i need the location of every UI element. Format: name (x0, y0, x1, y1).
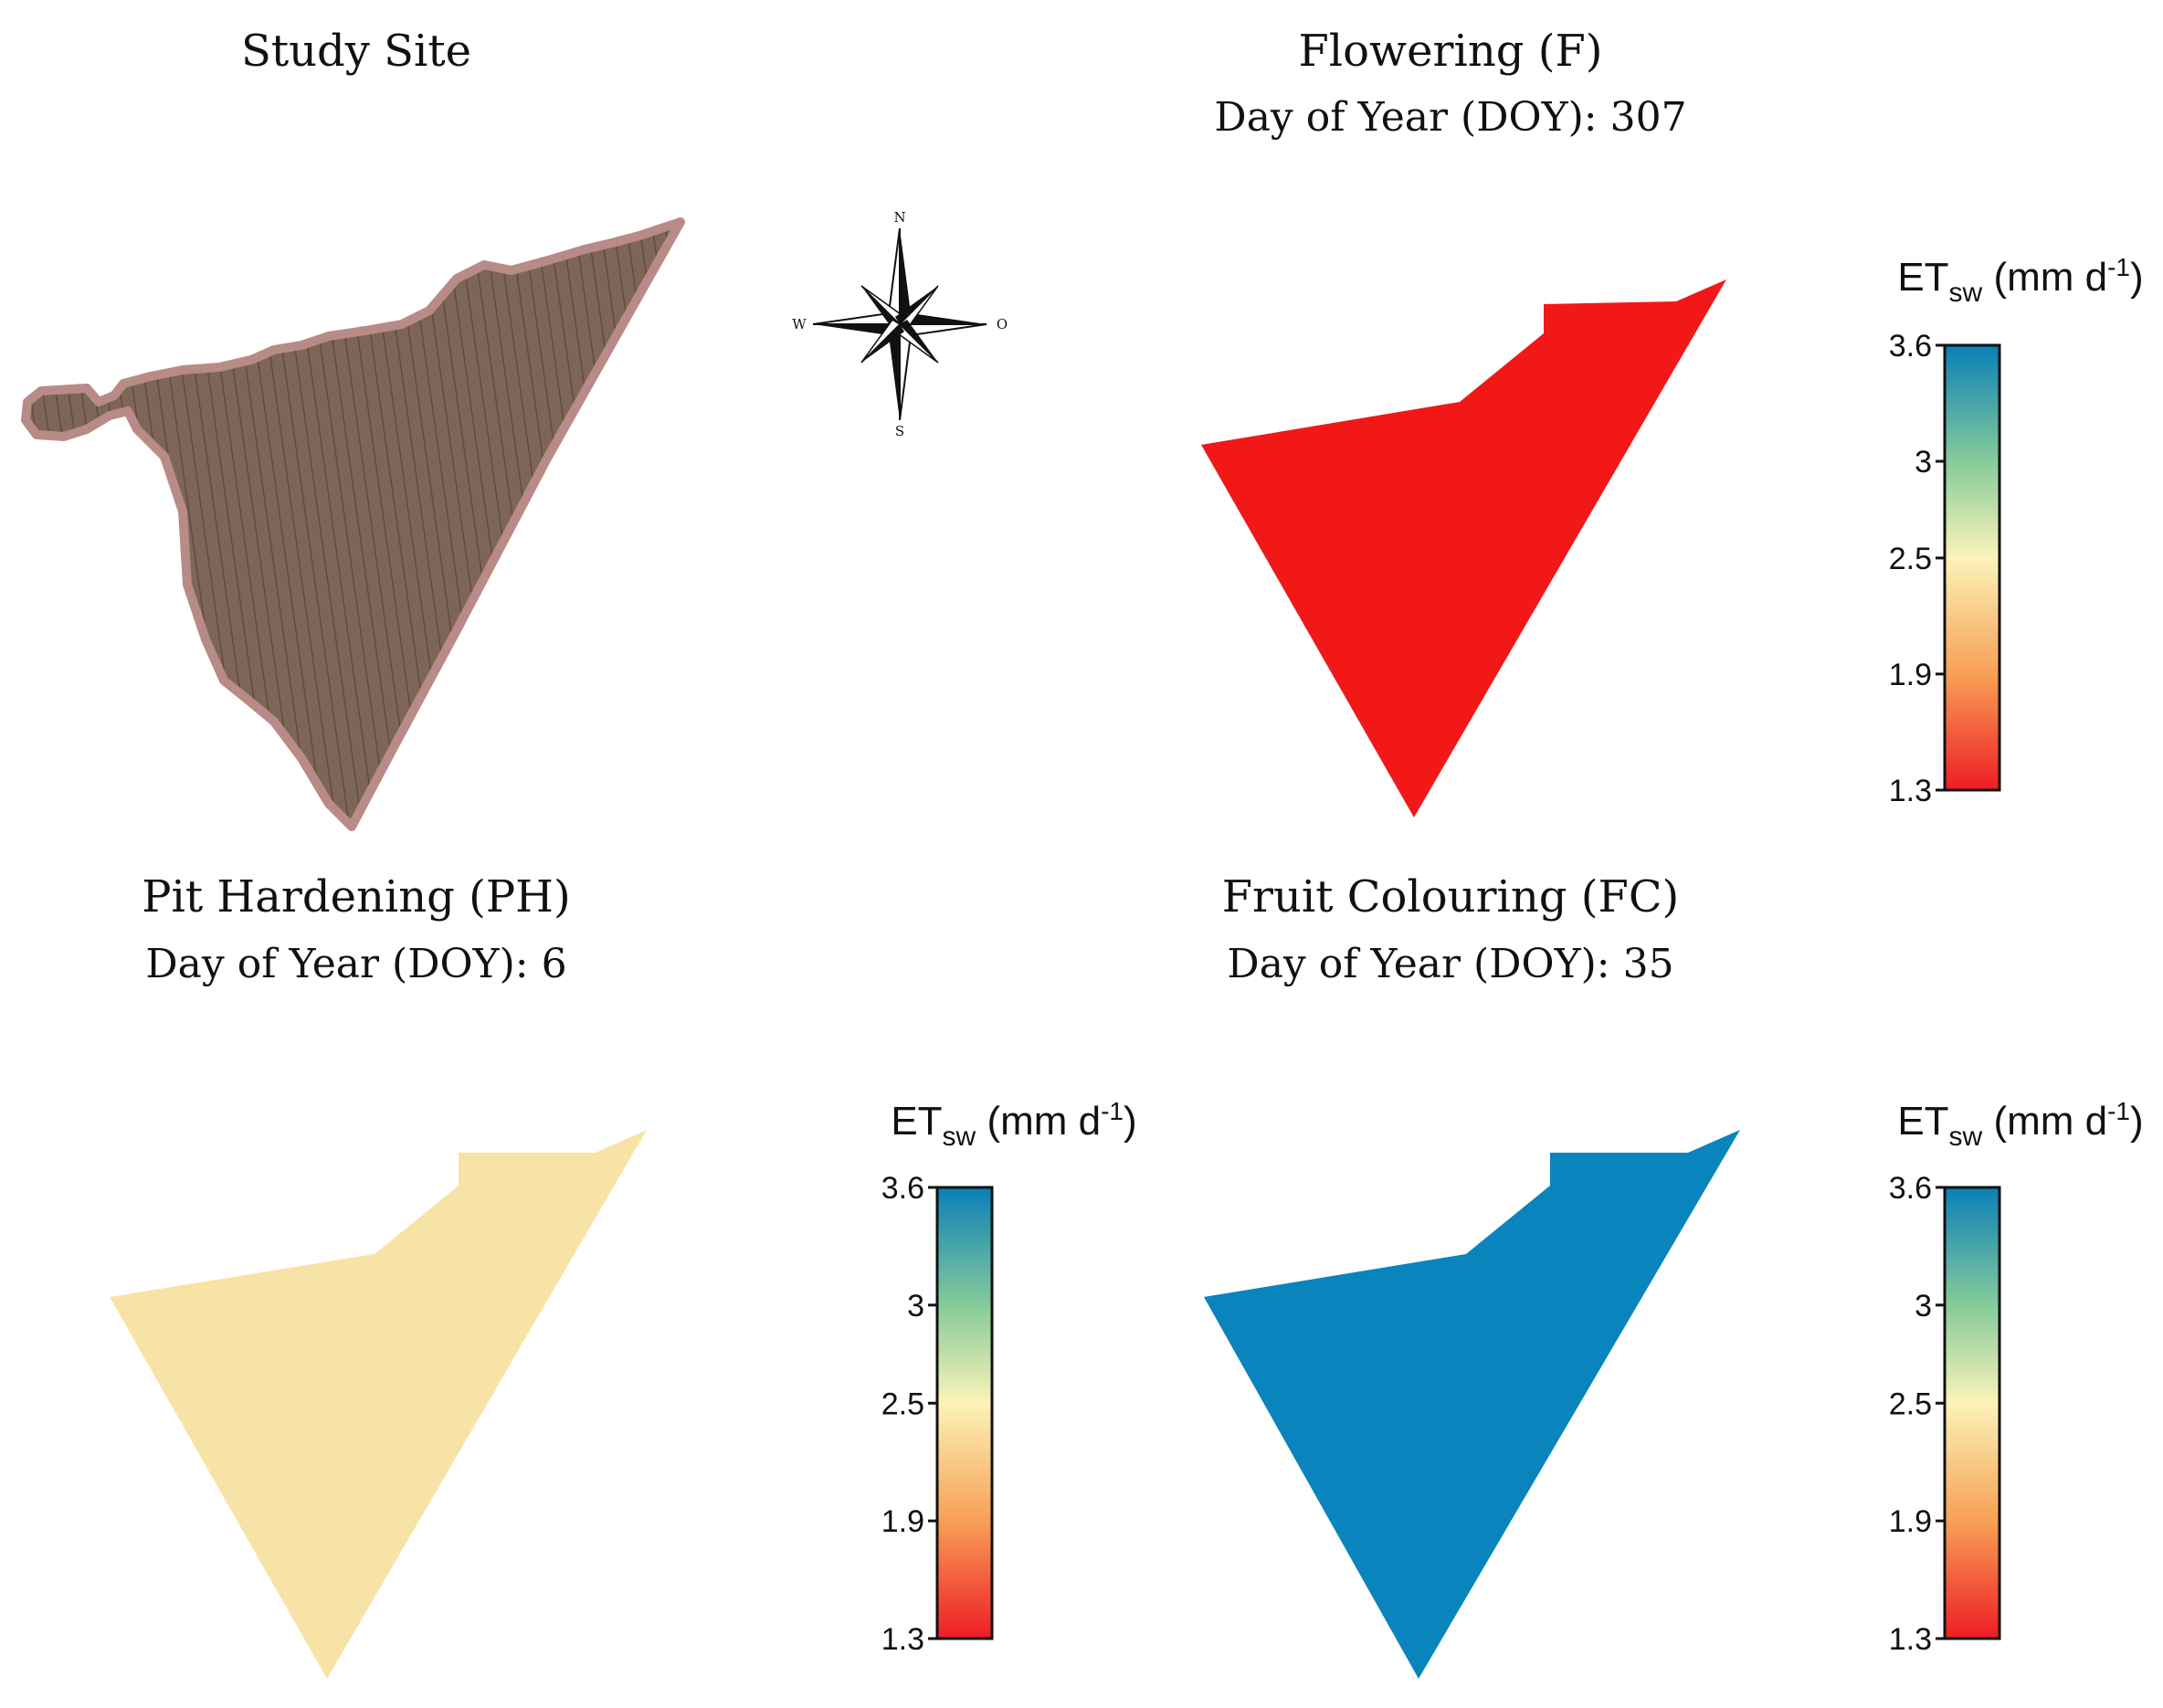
panel-flowering: Flowering (F) Day of Year (DOY): 307 (1201, 26, 1726, 817)
compass-label-west: W (792, 316, 807, 332)
compass-star-point-west (813, 324, 900, 335)
colorbar-scale (1943, 343, 2001, 792)
compass-label-north: N (893, 209, 905, 226)
panel-title-pit-hardening: Pit Hardening (PH) (142, 871, 571, 923)
colorbar-flowering: ETsw (mm d-1) 3.6 3 2.5 1.9 1.3 (1889, 253, 2144, 808)
colorbar-tick-label: 3 (1915, 445, 1932, 480)
study-site-aerial-image (21, 217, 685, 831)
colorbar-group: ETsw (mm d-1) 3.6 3 2.5 1.9 1.3 ETsw (mm d-1) 3… (881, 253, 2144, 1657)
compass-star-point-east (900, 313, 987, 324)
colorbar-tick-label: 2.5 (1889, 542, 1932, 576)
colorbar-pit-hardening: ETsw (mm d-1) 3.6 3 2.5 1.9 1.3 (881, 1097, 1137, 1657)
colorbar-tick-label: 1.3 (1889, 1622, 1932, 1657)
compass-label-south: S (895, 423, 904, 439)
colorbar-title: ETsw (mm d-1) (1897, 253, 2143, 308)
colorbar-scale (935, 1186, 994, 1640)
colorbar-tick-label: 1.9 (881, 1504, 924, 1539)
compass-star-point-south (889, 324, 900, 420)
panel-pit-hardening: Pit Hardening (PH) Day of Year (DOY): 6 (110, 871, 647, 1679)
colorbar-tick-label: 3 (907, 1289, 924, 1323)
panel-study-site: Study Site (21, 26, 685, 831)
colorbar-scale (1943, 1186, 2001, 1640)
colorbar-tick-label: 1.9 (1889, 1504, 1932, 1539)
panel-title-fruit-colouring: Fruit Colouring (FC) (1222, 871, 1680, 923)
colorbar-tick-label: 1.9 (1889, 658, 1932, 692)
field-map-flowering (1201, 279, 1726, 817)
panel-subtitle-fruit-colouring: Day of Year (DOY): 35 (1227, 941, 1673, 987)
colorbar-fruit-colouring: ETsw (mm d-1) 3.6 3 2.5 1.9 1.3 (1889, 1097, 2144, 1657)
panel-subtitle-pit-hardening: Day of Year (DOY): 6 (145, 941, 566, 987)
colorbar-tick-label: 2.5 (1889, 1386, 1932, 1421)
compass-star-point-north (900, 228, 911, 324)
colorbar-tick-label: 1.3 (1889, 774, 1932, 808)
colorbar-tick-label: 2.5 (881, 1386, 924, 1421)
colorbar-title: ETsw (mm d-1) (891, 1097, 1136, 1152)
panel-fruit-colouring: Fruit Colouring (FC) Day of Year (DOY): … (1204, 871, 1740, 1679)
colorbar-tick-label: 1.3 (881, 1622, 924, 1657)
north-arrow-compass: N S W O (792, 209, 1008, 439)
colorbar-tick-label: 3.6 (881, 1171, 924, 1206)
panel-title-flowering: Flowering (F) (1299, 26, 1603, 77)
colorbar-tick-label: 3 (1915, 1289, 1932, 1323)
field-map-fruit-colouring (1204, 1130, 1740, 1679)
colorbar-tick-label: 3.6 (1889, 1171, 1932, 1206)
colorbar-tick-label: 3.6 (1889, 329, 1932, 364)
compass-label-east: O (997, 316, 1008, 332)
colorbar-title: ETsw (mm d-1) (1897, 1097, 2143, 1152)
field-map-pit-hardening (110, 1130, 647, 1679)
panel-title-study-site: Study Site (241, 26, 471, 77)
panel-subtitle-flowering: Day of Year (DOY): 307 (1214, 94, 1686, 141)
